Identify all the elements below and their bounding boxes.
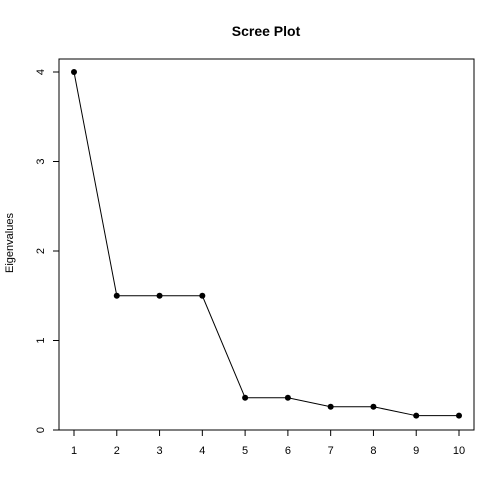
- data-point: [285, 395, 291, 401]
- y-tick-label: 2: [35, 248, 47, 254]
- x-tick-label: 4: [199, 445, 205, 457]
- y-tick-label: 1: [35, 337, 47, 343]
- series-line-group: [74, 72, 459, 416]
- y-tick-label: 0: [35, 427, 47, 433]
- y-axis-label: Eigenvalues: [4, 213, 16, 273]
- data-point: [370, 404, 376, 410]
- data-points: [71, 69, 462, 419]
- data-point: [413, 413, 419, 419]
- x-tick-label: 7: [328, 445, 334, 457]
- x-tick-label: 1: [71, 445, 77, 457]
- data-point: [242, 395, 248, 401]
- data-point: [157, 293, 163, 299]
- y-tick-label: 4: [35, 69, 47, 75]
- x-tick-label: 9: [413, 445, 419, 457]
- x-tick-label: 8: [370, 445, 376, 457]
- data-point: [114, 293, 120, 299]
- x-tick-label: 6: [285, 445, 291, 457]
- x-tick-label: 2: [114, 445, 120, 457]
- data-point: [328, 404, 334, 410]
- x-tick-label: 10: [453, 445, 465, 457]
- series-line: [74, 72, 459, 416]
- chart-title: Scree Plot: [232, 23, 301, 39]
- plot-frame: [59, 59, 474, 430]
- y-tick-label: 3: [35, 158, 47, 164]
- x-tick-label: 3: [156, 445, 162, 457]
- data-point: [199, 293, 205, 299]
- x-axis: 1 2 3 4 5 6 7 8 9 10: [71, 430, 465, 457]
- data-point: [71, 69, 77, 75]
- y-axis: 0 1 2 3 4: [35, 69, 59, 433]
- x-tick-label: 5: [242, 445, 248, 457]
- data-point: [456, 413, 462, 419]
